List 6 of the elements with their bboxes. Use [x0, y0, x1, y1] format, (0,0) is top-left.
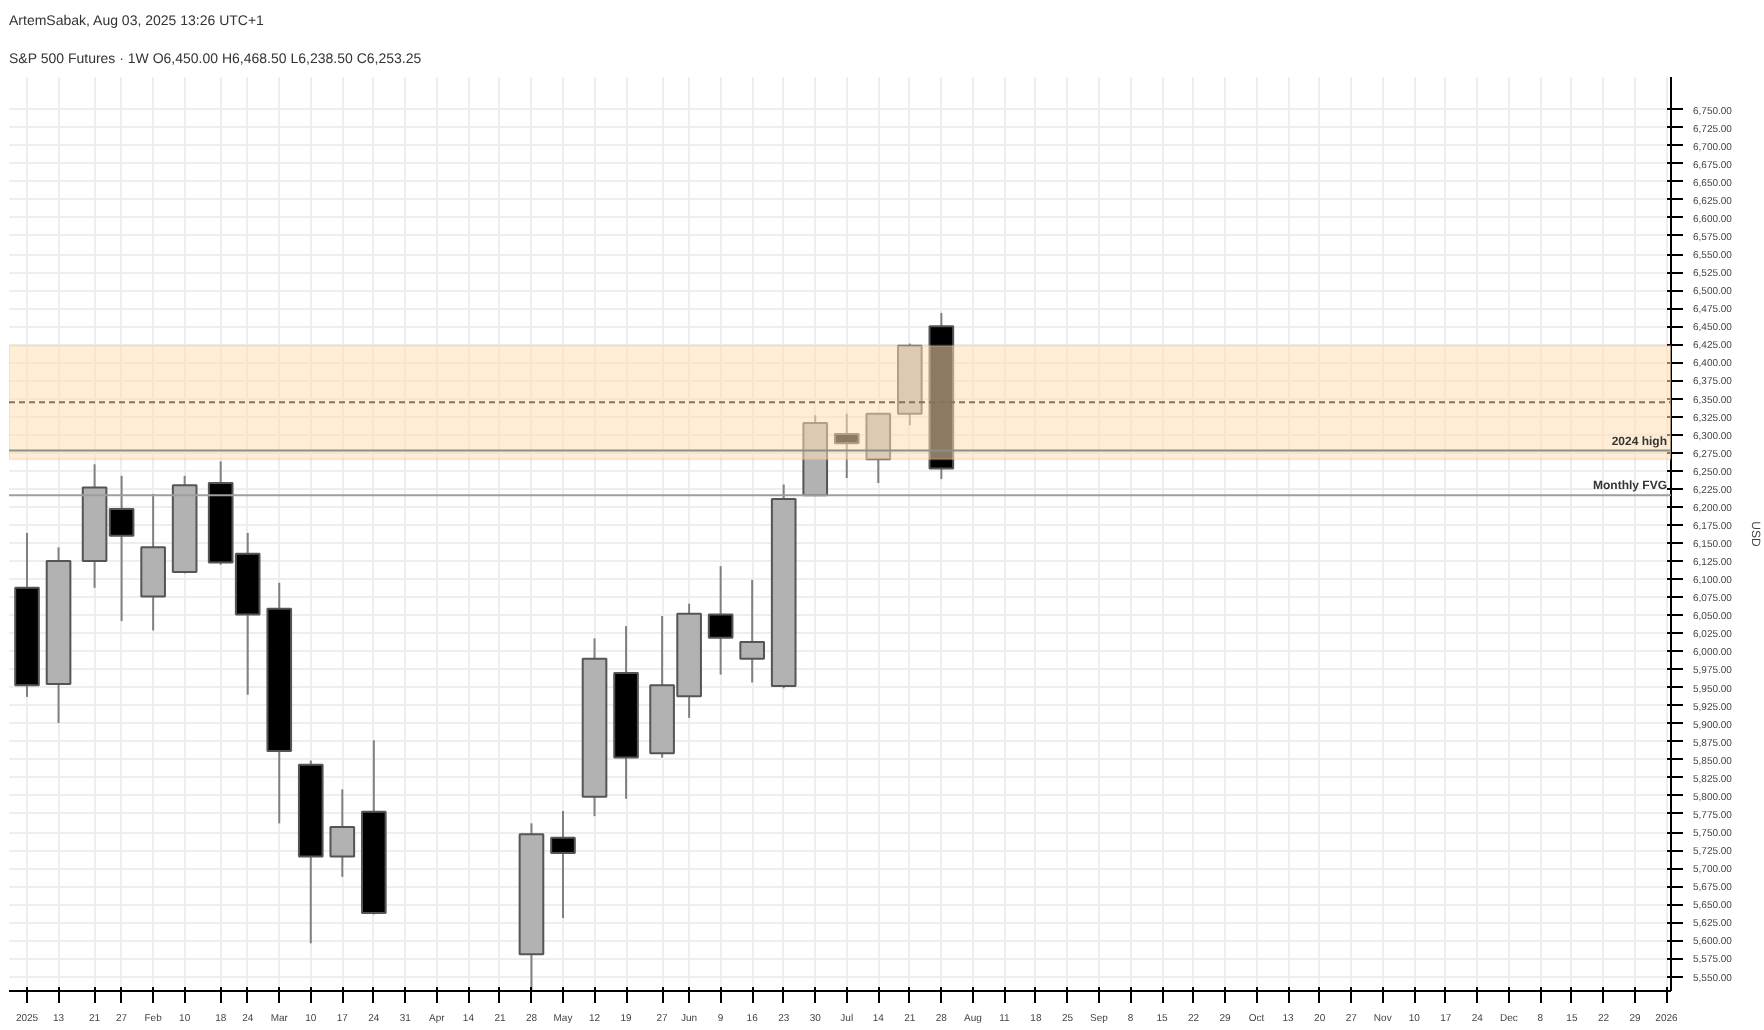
candlestick [550, 810, 576, 920]
candlestick [707, 565, 734, 676]
candlestick [329, 788, 356, 878]
candlestick [865, 412, 892, 485]
candlestick [833, 412, 860, 479]
candlestick [739, 578, 765, 684]
